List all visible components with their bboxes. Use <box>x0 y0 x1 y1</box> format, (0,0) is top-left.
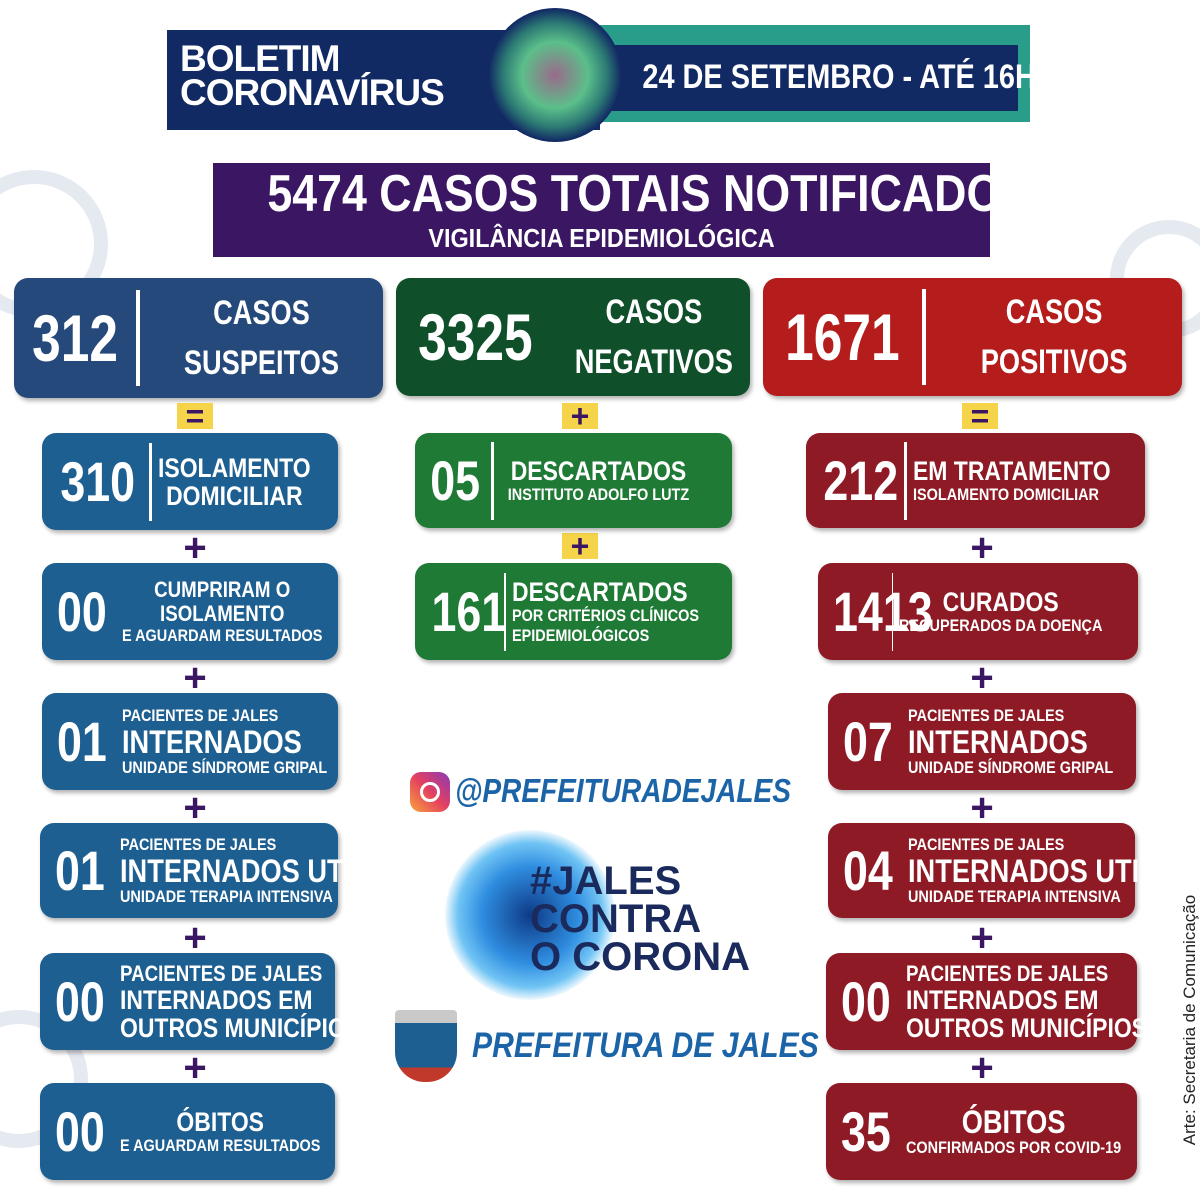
divider <box>503 572 506 651</box>
equals-sign: = <box>177 400 213 432</box>
card-uti-positivos: 04 PACIENTES DE JALES INTERNADOS UTI UNIDA… <box>828 823 1139 918</box>
plus-sign: + <box>970 786 994 830</box>
card-text: ISOLAMENTO DOMICILIAR <box>158 452 312 511</box>
card-curados: 1413 CURADOS RECUPERADOS DA DOENÇA <box>818 563 1138 660</box>
plus-sign: + <box>562 400 598 432</box>
card-number: 310 <box>60 450 136 513</box>
divider <box>892 572 893 651</box>
total-cases: 5474 CASOS TOTAIS NOTIFICADOS <box>267 165 1032 223</box>
card-descartados-lutz: 05 DESCARTADOS INSTITUTO ADOLFO LUTZ <box>415 433 732 528</box>
card-isolamento-domiciliar: 310 ISOLAMENTO DOMICILIAR <box>42 433 338 530</box>
instagram-icon <box>410 772 450 812</box>
divider <box>921 289 926 385</box>
divider <box>149 442 153 521</box>
card-number: 07 <box>843 710 893 773</box>
header-date-box <box>610 45 1018 111</box>
summary-number: 3325 <box>418 300 533 374</box>
card-number: 00 <box>55 970 105 1033</box>
summary-label: CASOS POSITIVOS <box>980 293 1128 381</box>
card-text: CURADOS RECUPERADOS DA DOENÇA <box>898 586 1103 635</box>
card-obitos-confirmados: 35 ÓBITOS CONFIRMADOS POR COVID-19 <box>826 1083 1137 1180</box>
card-number: 35 <box>841 1100 891 1163</box>
summary-label: CASOS SUSPEITOS <box>183 294 340 382</box>
summary-positivos: 1671 CASOS POSITIVOS <box>763 278 1182 396</box>
card-descartados-clinicos: 161 DESCARTADOS POR CRITÉRIOS CLÍNICOS EPI… <box>415 563 732 660</box>
card-text: PACIENTES DE JALES INTERNADOS UTI UNIDADE … <box>908 834 1140 906</box>
summary-number: 1671 <box>785 300 900 374</box>
divider <box>491 441 495 520</box>
card-internados-positivos: 07 PACIENTES DE JALES INTERNADOS UNIDADE S… <box>828 693 1136 790</box>
header-title: BOLETIM CORONAVÍRUS <box>180 38 445 113</box>
summary-number: 312 <box>32 301 119 375</box>
card-outros-municipios-suspeitos: 00 PACIENTES DE JALES INTERNADOS EM OUTROS… <box>40 953 361 1050</box>
coat-of-arms-icon <box>395 1010 457 1082</box>
prefeitura-name: PREFEITURA DE JALES <box>472 1026 819 1065</box>
card-cumpriram-isolamento: 00 CUMPRIRAM O ISOLAMENTO E AGUARDAM RESUL… <box>42 563 338 660</box>
plus-sign: + <box>970 656 994 700</box>
plus-sign: + <box>183 656 207 700</box>
card-obitos-suspeitos: 00 ÓBITOS E AGUARDAM RESULTADOS <box>40 1083 335 1180</box>
card-number: 04 <box>843 839 893 902</box>
card-number: 00 <box>841 970 891 1033</box>
card-text: PACIENTES DE JALES INTERNADOS UTI UNIDADE … <box>120 834 352 906</box>
card-number: 05 <box>430 449 481 512</box>
divider <box>903 441 907 520</box>
summary-label: CASOS NEGATIVOS <box>574 293 733 381</box>
title-line: CORONAVÍRUS <box>180 72 445 113</box>
plus-sign: + <box>970 1046 994 1090</box>
card-text: PACIENTES DE JALES INTERNADOS UNIDADE SÍND… <box>122 705 328 777</box>
card-uti-suspeitos: 01 PACIENTES DE JALES INTERNADOS UTI UNIDA… <box>40 823 351 918</box>
card-number: 00 <box>55 1100 105 1163</box>
card-number: 01 <box>57 710 107 773</box>
campaign-hashtag: #JALES CONTRA O CORONA <box>530 859 750 979</box>
card-text: DESCARTADOS POR CRITÉRIOS CLÍNICOS EPIDEMI… <box>511 576 699 645</box>
total-cases-banner: 5474 CASOS TOTAIS NOTIFICADOS VIGILÂNCIA… <box>213 163 1032 257</box>
card-number: 1413 <box>833 580 933 643</box>
plus-sign: + <box>562 530 598 562</box>
card-text: ÓBITOS E AGUARDAM RESULTADOS <box>120 1106 321 1155</box>
card-em-tratamento: 212 EM TRATAMENTO ISOLAMENTO DOMICILIAR <box>806 433 1145 528</box>
card-outros-municipios-positivos: 00 PACIENTES DE JALES INTERNADOS EM OUTROS… <box>826 953 1147 1050</box>
card-text: ÓBITOS CONFIRMADOS POR COVID-19 <box>906 1103 1122 1157</box>
header-date: 24 DE SETEMBRO - ATÉ 16H <box>642 58 1036 96</box>
coronavirus-icon <box>445 830 615 1000</box>
card-number: 00 <box>57 580 107 643</box>
card-number: 01 <box>55 839 105 902</box>
plus-sign: + <box>183 526 207 570</box>
summary-negativos: 3325 CASOS NEGATIVOS <box>396 278 750 396</box>
card-text: PACIENTES DE JALES INTERNADOS EM OUTROS MU… <box>120 960 361 1043</box>
card-number: 161 <box>431 580 507 643</box>
equals-sign: = <box>962 400 998 432</box>
plus-sign: + <box>970 916 994 960</box>
total-subtitle: VIGILÂNCIA EPIDEMIOLÓGICA <box>428 223 775 253</box>
summary-suspeitos: 312 CASOS SUSPEITOS <box>14 278 383 398</box>
plus-sign: + <box>970 526 994 570</box>
title-line: BOLETIM <box>180 38 340 79</box>
card-text: DESCARTADOS INSTITUTO ADOLFO LUTZ <box>508 455 690 504</box>
art-credit: Arte: Secretaria de Comunicação <box>1180 894 1199 1146</box>
coronavirus-icon <box>488 8 622 142</box>
divider <box>136 290 141 386</box>
card-number: 212 <box>823 449 899 512</box>
card-text: CUMPRIRAM O ISOLAMENTO E AGUARDAM RESULTAD… <box>122 576 323 645</box>
card-text: EM TRATAMENTO ISOLAMENTO DOMICILIAR <box>912 455 1111 504</box>
plus-sign: + <box>183 786 207 830</box>
card-text: PACIENTES DE JALES INTERNADOS EM OUTROS MU… <box>906 960 1147 1043</box>
card-internados-suspeitos: 01 PACIENTES DE JALES INTERNADOS UNIDADE S… <box>42 693 338 790</box>
plus-sign: + <box>183 916 207 960</box>
instagram-handle: @PREFEITURADEJALES <box>455 772 791 809</box>
plus-sign: + <box>183 1046 207 1090</box>
card-text: PACIENTES DE JALES INTERNADOS UNIDADE SÍND… <box>908 705 1114 777</box>
